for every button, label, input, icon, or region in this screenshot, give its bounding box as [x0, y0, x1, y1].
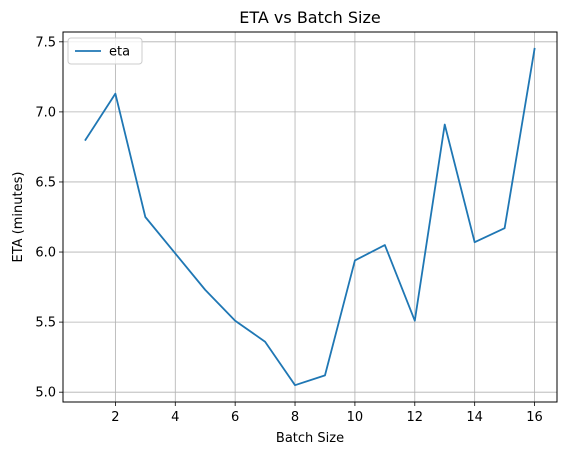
x-axis-label: Batch Size	[276, 431, 344, 446]
legend: eta	[67, 37, 143, 65]
x-axis-ticks: 2 4 6 8 10 12 14 16	[111, 402, 543, 425]
y-tick-label: 5.0	[35, 386, 56, 401]
x-tick-label: 8	[291, 410, 299, 425]
legend-box	[67, 37, 143, 65]
y-tick-label: 5.5	[35, 316, 56, 331]
y-axis-ticks: 5.0 5.5 6.0 6.5 7.0 7.5	[35, 35, 63, 401]
x-tick-label: 12	[407, 410, 424, 425]
x-tick-label: 10	[347, 410, 364, 425]
x-tick-label: 2	[111, 410, 119, 425]
grid	[63, 32, 557, 402]
x-tick-label: 16	[526, 410, 543, 425]
y-axis-label: ETA (minutes)	[11, 172, 26, 263]
x-tick-label: 4	[171, 410, 179, 425]
x-tick-label: 6	[231, 410, 239, 425]
x-tick-label: 14	[466, 410, 483, 425]
plot-frame	[62, 31, 558, 403]
chart-title: ETA vs Batch Size	[239, 8, 380, 27]
series-layer	[84, 47, 536, 387]
y-tick-label: 7.5	[35, 35, 56, 50]
series-line-eta	[84, 47, 536, 387]
y-tick-label: 7.0	[35, 105, 56, 120]
legend-label-eta: eta	[109, 45, 130, 60]
y-tick-label: 6.0	[35, 246, 56, 261]
y-tick-label: 6.5	[35, 175, 56, 190]
